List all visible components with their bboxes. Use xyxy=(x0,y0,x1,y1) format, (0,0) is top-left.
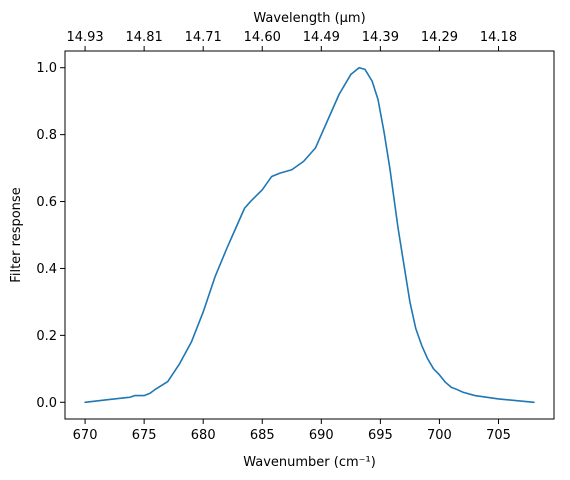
y-tick-label: 1.0 xyxy=(36,61,57,76)
x-tick-label: 675 xyxy=(132,428,157,443)
y-tick-label: 0.8 xyxy=(36,128,57,143)
top-tick-label: 14.49 xyxy=(303,30,340,45)
y-tick-label: 0.2 xyxy=(36,329,57,344)
top-tick-label: 14.18 xyxy=(480,30,517,45)
top-axis-label: Wavelength (μm) xyxy=(253,11,365,26)
y-tick-label: 0.6 xyxy=(36,195,57,210)
x-tick-label: 705 xyxy=(486,428,511,443)
top-tick-label: 14.39 xyxy=(362,30,399,45)
x-tick-label: 700 xyxy=(427,428,452,443)
plot-area xyxy=(64,50,555,420)
x-tick-label: 670 xyxy=(73,428,98,443)
x-tick-label: 685 xyxy=(250,428,275,443)
series-line xyxy=(84,66,535,404)
top-tick-label: 14.60 xyxy=(244,30,281,45)
x-tick-label: 695 xyxy=(368,428,393,443)
top-tick-label: 14.71 xyxy=(185,30,222,45)
y-ticks: 0.0 0.2 0.4 0.6 0.8 1.0 xyxy=(36,61,65,411)
x-axis-label: Wavenumber (cm⁻¹) xyxy=(243,455,376,470)
x-tick-label: 690 xyxy=(309,428,334,443)
y-axis-label: Filter response xyxy=(9,187,24,282)
y-tick-label: 0.4 xyxy=(36,262,57,277)
top-ticks: 14.93 14.81 14.71 14.60 14.49 14.39 14.29 14.18 xyxy=(66,30,517,51)
top-tick-label: 14.93 xyxy=(66,30,103,45)
x-ticks: 670 675 680 685 690 695 700 705 xyxy=(73,419,511,443)
top-tick-label: 14.29 xyxy=(421,30,458,45)
top-tick-label: 14.81 xyxy=(126,30,163,45)
x-tick-label: 680 xyxy=(191,428,216,443)
y-tick-label: 0.0 xyxy=(36,396,57,411)
